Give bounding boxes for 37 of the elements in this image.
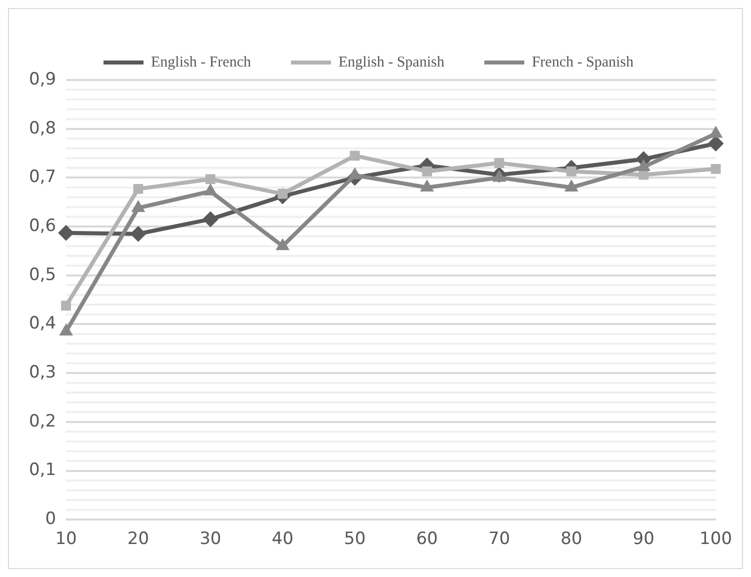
y-tick-label: 0,9: [28, 69, 56, 90]
x-tick-label: 20: [127, 529, 150, 550]
x-tick-label: 90: [632, 529, 654, 550]
point: [276, 238, 290, 250]
x-tick-label: 80: [560, 529, 582, 550]
point: [133, 184, 144, 194]
point: [708, 136, 724, 152]
y-tick-label: 0,7: [28, 167, 56, 188]
point: [61, 300, 71, 311]
x-tick-label: 70: [488, 529, 510, 550]
point: [422, 166, 432, 176]
point: [350, 150, 360, 161]
x-tick-label: 40: [272, 529, 294, 550]
y-tick-label: 0,6: [28, 216, 56, 236]
x-tick-label: 10: [55, 529, 77, 550]
point: [59, 324, 73, 336]
point: [202, 211, 218, 228]
y-tick-label: 0,8: [28, 118, 56, 138]
legend-label: French - Spanish: [532, 54, 634, 70]
y-tick-label: 0: [45, 509, 56, 530]
point: [566, 166, 576, 176]
point: [130, 226, 146, 242]
y-tick-label: 0,1: [28, 460, 56, 480]
point: [710, 164, 721, 174]
x-tick-label: 100: [700, 529, 732, 550]
point: [205, 174, 216, 184]
x-tick-label: 50: [344, 529, 366, 550]
y-tick-label: 0,2: [28, 411, 56, 432]
legend-label: English - Spanish: [338, 54, 445, 70]
point: [58, 224, 74, 241]
y-tick-label: 0,5: [28, 264, 56, 285]
y-tick-label: 0,3: [28, 362, 56, 382]
x-tick-label: 30: [200, 529, 222, 550]
legend-label: English - French: [151, 54, 252, 70]
y-tick-label: 0,4: [28, 314, 56, 334]
x-tick-label: 60: [416, 529, 438, 550]
point: [494, 158, 504, 168]
